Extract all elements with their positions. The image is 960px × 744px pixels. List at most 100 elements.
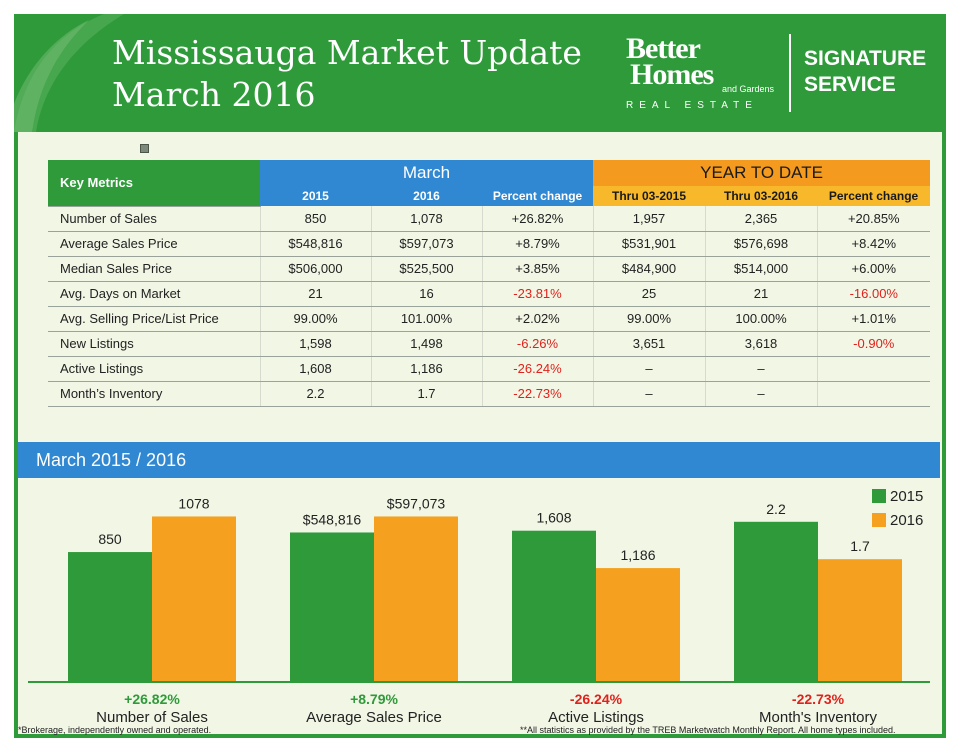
- table-cell: 1,598: [259, 331, 371, 357]
- table-body: Number of Sales 850 1,078 +26.82% 1,957 2,365…: [48, 206, 931, 407]
- report-frame: Mississauga Market Update March 2016 Bet…: [14, 14, 946, 738]
- signature-line-1: SIGNATURE: [804, 47, 927, 70]
- bar-2016: [818, 559, 902, 682]
- bar-2016: [152, 516, 236, 682]
- column-header: 2016: [371, 186, 482, 206]
- table-cell: 1,608: [259, 356, 371, 382]
- table-cell: $484,900: [592, 256, 706, 282]
- table-cell: +3.85%: [481, 256, 594, 282]
- table-cell: +20.85%: [816, 206, 931, 232]
- table-cell: [816, 381, 931, 407]
- percent-change-label: -22.73%: [792, 691, 845, 707]
- table-cell: 99.00%: [259, 306, 371, 332]
- category-label: Active Listings: [548, 709, 644, 726]
- category-label: Number of Sales: [96, 709, 208, 726]
- march-header: March: [260, 160, 594, 186]
- table-row: Avg. Days on Market 21 16 -23.81% 25 21 -16.00…: [48, 281, 931, 307]
- bar-value-label: $548,816: [303, 511, 362, 527]
- column-header: 2015: [260, 186, 371, 206]
- metric-label: New Listings: [48, 331, 260, 357]
- content-panel: Key Metrics March YEAR TO DATE 2015 2016…: [18, 132, 942, 734]
- table-row: Active Listings 1,608 1,186 -26.24% – –: [48, 356, 931, 382]
- signature-service: SIGNATURE SERVICE: [804, 46, 926, 98]
- table-cell: +26.82%: [481, 206, 594, 232]
- percent-change-label: +8.79%: [350, 691, 398, 707]
- brand-homes: Homes: [630, 58, 714, 91]
- footer-note-statistics: **All statistics as provided by the TREB…: [520, 725, 896, 735]
- category-label: Average Sales Price: [306, 709, 442, 726]
- header: Mississauga Market Update March 2016 Bet…: [14, 14, 946, 132]
- table-cell: [816, 356, 931, 382]
- chart-legend: 2015 2016: [872, 484, 923, 532]
- brand-logo: Better Homes and Gardens REAL ESTATE: [626, 32, 775, 112]
- table-cell: –: [592, 356, 706, 382]
- table-row: Avg. Selling Price/List Price 99.00% 101.0…: [48, 306, 931, 332]
- title-line-1: Mississauga Market Update: [112, 33, 582, 72]
- table-cell: -6.26%: [481, 331, 594, 357]
- table-cell: +2.02%: [481, 306, 594, 332]
- table-cell: -16.00%: [816, 281, 931, 307]
- signature-line-2: SERVICE: [804, 73, 896, 96]
- metric-label: Month’s Inventory: [48, 381, 260, 407]
- bar-2016: [596, 568, 680, 682]
- brand-better: Better: [626, 32, 701, 65]
- table-cell: $506,000: [259, 256, 371, 282]
- key-metrics-table: Key Metrics March YEAR TO DATE 2015 2016…: [48, 160, 931, 407]
- table-cell: +8.79%: [481, 231, 594, 257]
- table-cell: 1,078: [370, 206, 482, 232]
- table-cell: 1,186: [370, 356, 482, 382]
- table-cell: 101.00%: [370, 306, 482, 332]
- bar-2016: [374, 516, 458, 682]
- table-cell: 99.00%: [592, 306, 706, 332]
- title-line-2: March 2016: [112, 75, 316, 114]
- table-row: Month’s Inventory 2.2 1.7 -22.73% – –: [48, 381, 931, 407]
- table-cell: $525,500: [370, 256, 482, 282]
- column-header: Thru 03-2015: [593, 186, 706, 206]
- page-title: Mississauga Market Update March 2016: [112, 32, 582, 116]
- table-row: Median Sales Price $506,000 $525,500 +3.85%…: [48, 256, 931, 282]
- table-row: Number of Sales 850 1,078 +26.82% 1,957 2,365…: [48, 206, 931, 232]
- table-cell: $597,073: [370, 231, 482, 257]
- table-cell: -26.24%: [481, 356, 594, 382]
- bar-2015: [734, 521, 818, 682]
- metric-label: Number of Sales: [48, 206, 260, 232]
- metric-label: Active Listings: [48, 356, 260, 382]
- bar-value-label: 1,186: [620, 547, 655, 563]
- table-cell: +1.01%: [816, 306, 931, 332]
- table-cell: -0.90%: [816, 331, 931, 357]
- table-cell: +6.00%: [816, 256, 931, 282]
- table-cell: –: [704, 356, 818, 382]
- table-cell: 2,365: [704, 206, 818, 232]
- table-cell: 2.2: [259, 381, 371, 407]
- ytd-header: YEAR TO DATE: [593, 160, 931, 186]
- bar-chart: 850 1078 +26.82% Number of Sales $548,816 $59…: [28, 495, 930, 726]
- table-cell: 16: [370, 281, 482, 307]
- footer-note-brokerage: *Brokerage, independently owned and oper…: [18, 725, 212, 735]
- metric-label: Avg. Selling Price/List Price: [48, 306, 260, 332]
- brand-and-gardens: and Gardens: [722, 84, 775, 94]
- table-cell: -22.73%: [481, 381, 594, 407]
- table-cell: $531,901: [592, 231, 706, 257]
- chart-banner: March 2015 / 2016: [18, 442, 940, 478]
- table-row: New Listings 1,598 1,498 -6.26% 3,651 3,618 -0…: [48, 331, 931, 357]
- bar-value-label: 1078: [178, 495, 209, 511]
- leaf-decoration-icon: [14, 14, 124, 132]
- table-cell: 3,651: [592, 331, 706, 357]
- table-cell: $548,816: [259, 231, 371, 257]
- bar-value-label: 850: [98, 531, 122, 547]
- column-header: Thru 03-2016: [705, 186, 818, 206]
- bar-value-label: 2.2: [766, 501, 786, 517]
- percent-change-label: +26.82%: [124, 691, 180, 707]
- table-cell: 100.00%: [704, 306, 818, 332]
- table-cell: 1,498: [370, 331, 482, 357]
- legend-item-2015: 2015: [872, 484, 923, 508]
- bar-value-label: $597,073: [387, 495, 446, 511]
- bar-value-label: 1,608: [536, 510, 571, 526]
- bar-2015: [512, 530, 596, 682]
- legend-label-2016: 2016: [890, 511, 924, 529]
- brand-divider: [789, 34, 791, 112]
- table-cell: +8.42%: [816, 231, 931, 257]
- percent-change-label: -26.24%: [570, 691, 623, 707]
- metric-label: Avg. Days on Market: [48, 281, 260, 307]
- table-cell: -23.81%: [481, 281, 594, 307]
